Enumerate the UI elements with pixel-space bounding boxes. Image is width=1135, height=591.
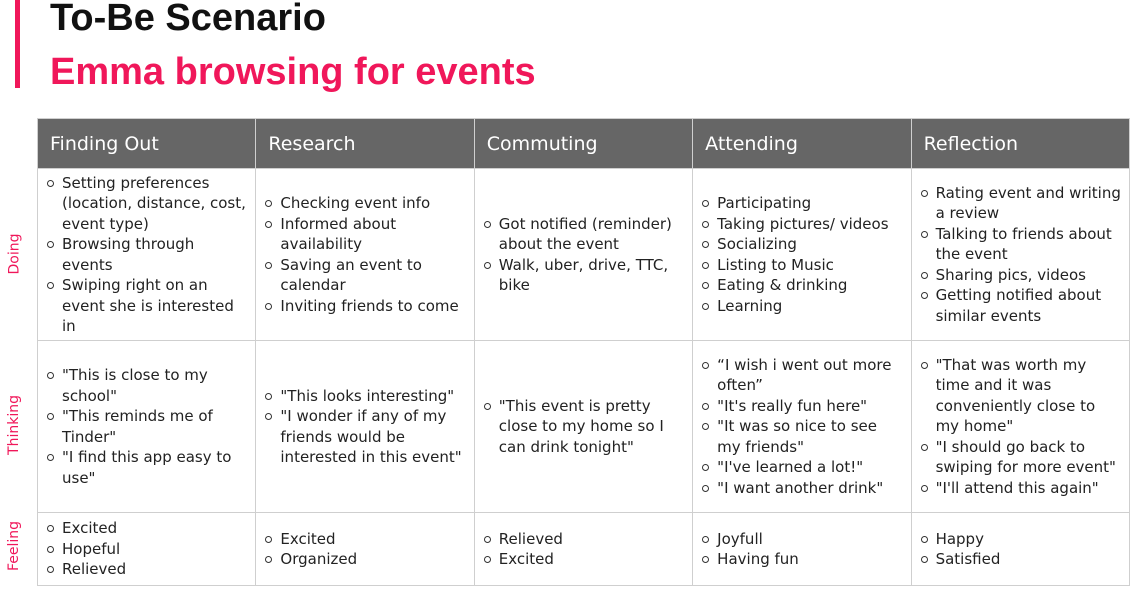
cell-feeling-reflection: Happy Satisfied xyxy=(910,512,1131,586)
list-item: Checking event info xyxy=(264,193,465,214)
list-item: "I find this app easy to use" xyxy=(46,447,247,488)
list-item: Relieved xyxy=(483,529,684,550)
accent-bar xyxy=(15,0,20,88)
row-label-doing: Doing xyxy=(0,168,28,339)
bullet-list: Participating Taking pictures/ videos Soci… xyxy=(701,193,902,316)
list-item: "This is close to my school" xyxy=(46,365,247,406)
cell-doing-commuting: Got notified (reminder) about the event W… xyxy=(473,168,694,341)
bullet-list: Relieved Excited xyxy=(483,529,684,570)
list-item: “I wish i went out more often” xyxy=(701,355,902,396)
row-label-text: Thinking xyxy=(6,394,23,455)
bullet-list: Got notified (reminder) about the event W… xyxy=(483,214,684,296)
cell-thinking-attending: “I wish i went out more often” "It's rea… xyxy=(692,340,912,513)
bullet-list: "This looks interesting" "I wonder if any… xyxy=(264,386,465,468)
cell-feeling-attending: Joyfull Having fun xyxy=(692,512,912,586)
bullet-list: Rating event and writing a review Talking… xyxy=(920,183,1121,327)
page-subtitle: Emma browsing for events xyxy=(50,51,536,93)
column-header-research: Research xyxy=(255,118,475,169)
bullet-list: "That was worth my time and it was conve… xyxy=(920,355,1121,499)
row-label-text: Feeling xyxy=(6,520,22,572)
list-item: Organized xyxy=(264,549,465,570)
table-row-doing: Setting preferences (location, distance,… xyxy=(36,168,1131,341)
row-label-text: Doing xyxy=(6,233,22,274)
list-item: Taking pictures/ videos xyxy=(701,214,902,235)
list-item: Participating xyxy=(701,193,902,214)
list-item: "I should go back to swiping for more ev… xyxy=(920,437,1121,478)
list-item: "I want another drink" xyxy=(701,478,902,499)
list-item: Eating & drinking xyxy=(701,275,902,296)
list-item: Socializing xyxy=(701,234,902,255)
bullet-list: Checking event info Informed about availa… xyxy=(264,193,465,316)
list-item: Excited xyxy=(264,529,465,550)
list-item: Browsing through events xyxy=(46,234,247,275)
journey-map-table: Finding Out Research Commuting Attending… xyxy=(36,118,1131,586)
list-item: Happy xyxy=(920,529,1121,550)
column-header-reflection: Reflection xyxy=(910,118,1131,169)
cell-feeling-research: Excited Organized xyxy=(255,512,475,586)
list-item: Swiping right on an event she is interes… xyxy=(46,275,247,337)
list-item: Having fun xyxy=(701,549,902,570)
list-item: "That was worth my time and it was conve… xyxy=(920,355,1121,437)
cell-thinking-commuting: "This event is pretty close to my home s… xyxy=(473,340,694,513)
list-item: Sharing pics, videos xyxy=(920,265,1121,286)
cell-doing-attending: Participating Taking pictures/ videos Soci… xyxy=(692,168,912,341)
list-item: "This event is pretty close to my home s… xyxy=(483,396,684,458)
list-item: Satisfied xyxy=(920,549,1121,570)
list-item: Learning xyxy=(701,296,902,317)
row-label-feeling: Feeling xyxy=(0,510,28,582)
page-title: To-Be Scenario xyxy=(50,0,326,39)
table-row-feeling: Excited Hopeful Relieved Excited Organized Re… xyxy=(36,512,1131,586)
bullet-list: Happy Satisfied xyxy=(920,529,1121,570)
list-item: Walk, uber, drive, TTC, bike xyxy=(483,255,684,296)
list-item: Talking to friends about the event xyxy=(920,224,1121,265)
bullet-list: Joyfull Having fun xyxy=(701,529,902,570)
list-item: "It was so nice to see my friends" xyxy=(701,416,902,457)
list-item: Relieved xyxy=(46,559,247,580)
list-item: Excited xyxy=(483,549,684,570)
cell-feeling-finding-out: Excited Hopeful Relieved xyxy=(36,512,257,586)
list-item: Getting notified about similar events xyxy=(920,285,1121,326)
list-item: "I've learned a lot!" xyxy=(701,457,902,478)
list-item: Rating event and writing a review xyxy=(920,183,1121,224)
bullet-list: "This is close to my school" "This remind… xyxy=(46,365,247,488)
list-item: "I'll attend this again" xyxy=(920,478,1121,499)
list-item: Excited xyxy=(46,518,247,539)
table-row-thinking: "This is close to my school" "This remind… xyxy=(36,340,1131,513)
list-item: Hopeful xyxy=(46,539,247,560)
bullet-list: Excited Hopeful Relieved xyxy=(46,518,247,580)
column-header-commuting: Commuting xyxy=(473,118,694,169)
bullet-list: "This event is pretty close to my home s… xyxy=(483,396,684,458)
cell-thinking-research: "This looks interesting" "I wonder if any… xyxy=(255,340,475,513)
cell-thinking-finding-out: "This is close to my school" "This remind… xyxy=(36,340,257,513)
cell-doing-finding-out: Setting preferences (location, distance,… xyxy=(36,168,257,341)
column-header-attending: Attending xyxy=(692,118,912,169)
list-item: "It's really fun here" xyxy=(701,396,902,417)
row-label-thinking: Thinking xyxy=(0,339,28,510)
list-item: Inviting friends to come xyxy=(264,296,465,317)
list-item: "I wonder if any of my friends would be … xyxy=(264,406,465,468)
list-item: Listing to Music xyxy=(701,255,902,276)
list-item: Saving an event to calendar xyxy=(264,255,465,296)
list-item: Joyfull xyxy=(701,529,902,550)
list-item: Got notified (reminder) about the event xyxy=(483,214,684,255)
cell-thinking-reflection: "That was worth my time and it was conve… xyxy=(910,340,1131,513)
bullet-list: Setting preferences (location, distance,… xyxy=(46,173,247,337)
cell-doing-reflection: Rating event and writing a review Talking… xyxy=(910,168,1131,341)
list-item: Informed about availability xyxy=(264,214,465,255)
cell-doing-research: Checking event info Informed about availa… xyxy=(255,168,475,341)
column-header-finding-out: Finding Out xyxy=(36,118,257,169)
list-item: Setting preferences (location, distance,… xyxy=(46,173,247,235)
bullet-list: “I wish i went out more often” "It's rea… xyxy=(701,355,902,499)
list-item: "This looks interesting" xyxy=(264,386,465,407)
header-row: Finding Out Research Commuting Attending… xyxy=(36,118,1131,169)
cell-feeling-commuting: Relieved Excited xyxy=(473,512,694,586)
list-item: "This reminds me of Tinder" xyxy=(46,406,247,447)
bullet-list: Excited Organized xyxy=(264,529,465,570)
